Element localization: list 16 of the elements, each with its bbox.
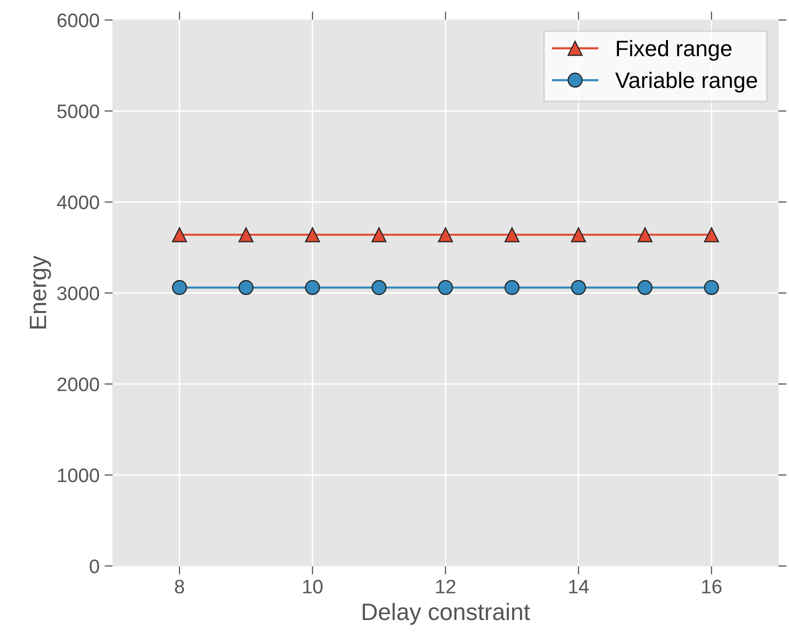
y-tick-label: 1000 — [58, 468, 100, 482]
x-axis-title: Delay constraint — [362, 602, 530, 625]
y-tick-label: 4000 — [57, 195, 100, 210]
x-tick-label: 14 — [569, 580, 589, 594]
y-axis-title: Energy — [30, 256, 51, 328]
legend-label: Fixed range — [616, 40, 732, 61]
x-tick-label: 8 — [174, 580, 184, 594]
x-tick-label: 10 — [303, 580, 323, 594]
y-tick-label: 6000 — [58, 13, 100, 28]
x-tick-label: 16 — [702, 580, 722, 594]
legend-label: Variable range — [615, 72, 758, 93]
y-tick-label: 2000 — [58, 377, 100, 392]
y-tick-label: 3000 — [57, 286, 100, 300]
y-tick-label: 5000 — [57, 104, 100, 118]
y-tick-label: 0 — [90, 559, 100, 574]
x-tick-label: 12 — [436, 580, 456, 594]
